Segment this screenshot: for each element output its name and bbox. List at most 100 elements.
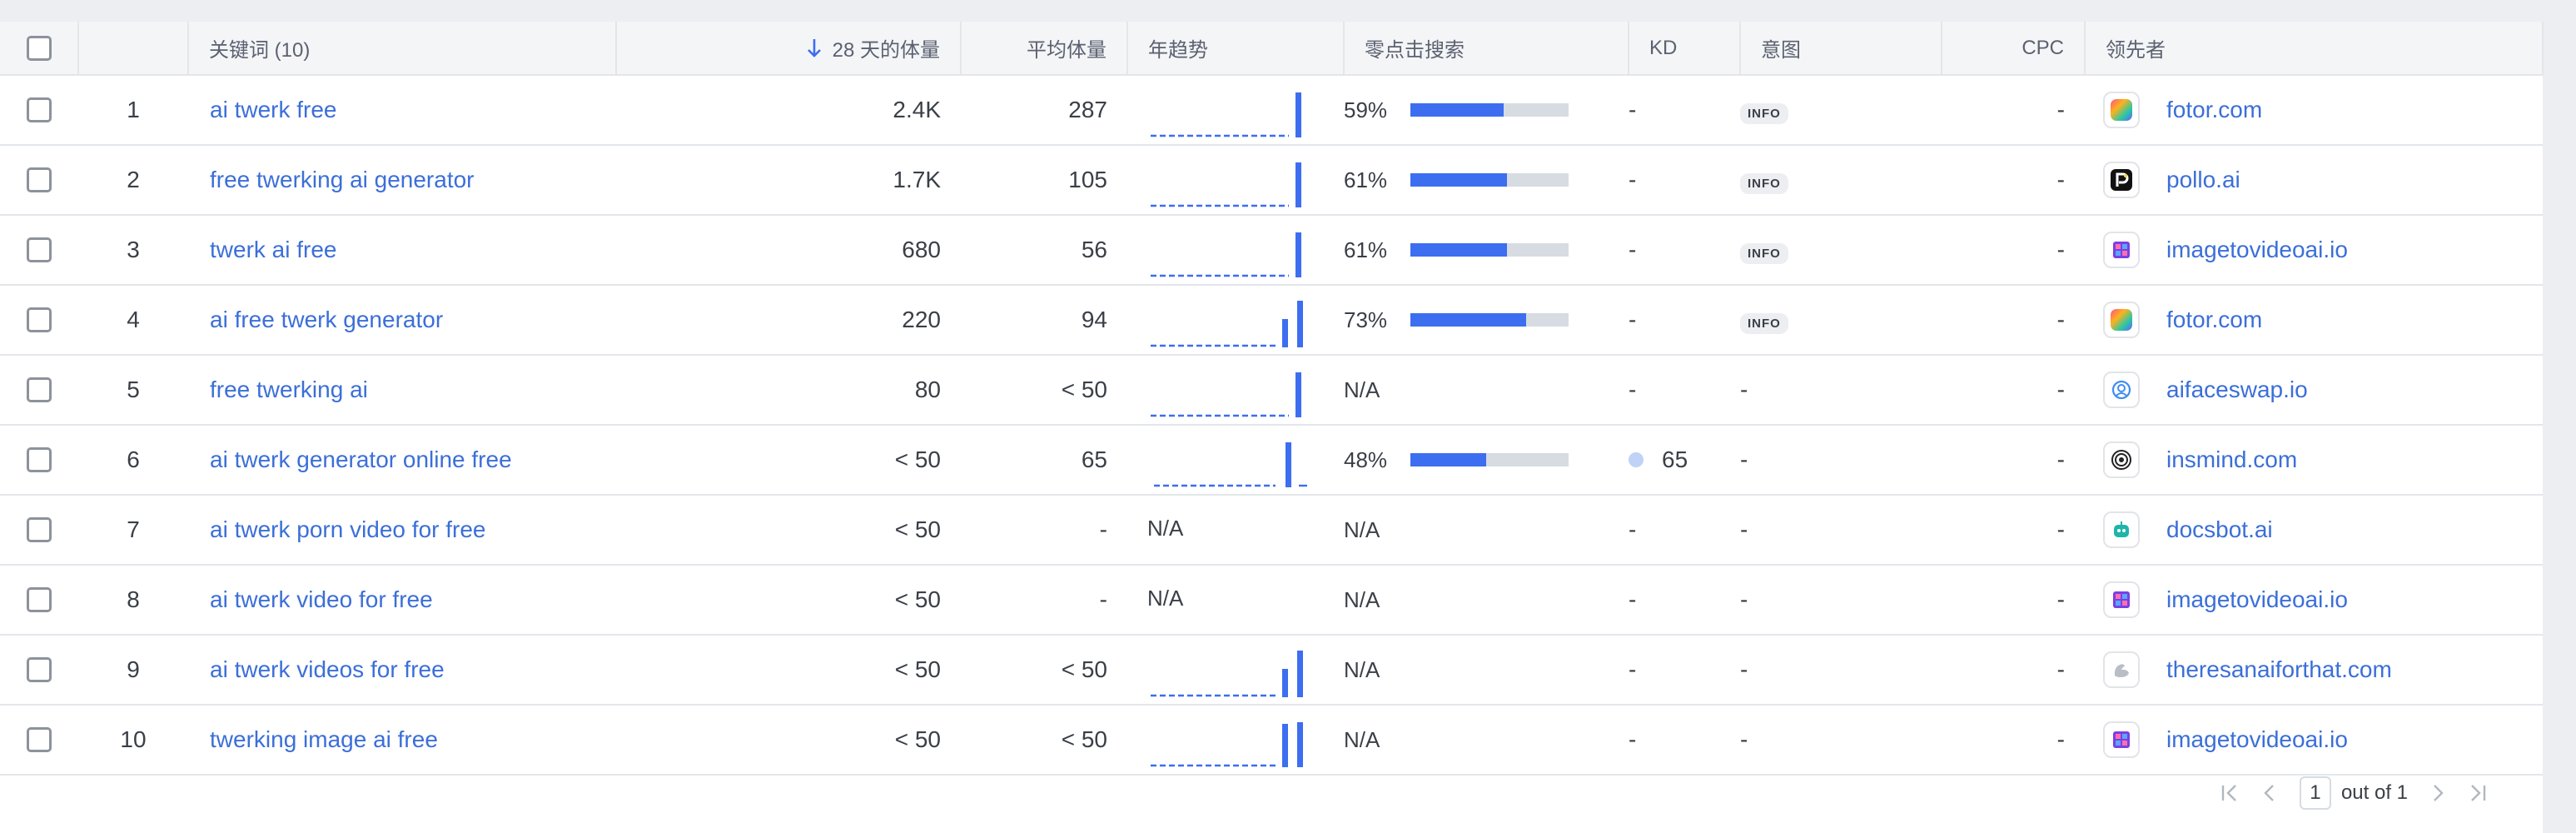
kd-value: -: [1629, 586, 1637, 612]
volume-28d: < 50: [616, 425, 961, 496]
select-all-checkbox[interactable]: [27, 35, 52, 61]
keyword-link[interactable]: ai twerk video for free: [210, 586, 433, 612]
page-number-input[interactable]: 1: [2299, 776, 2331, 810]
imagetovideoai-icon: [2103, 581, 2140, 618]
sort-arrow-down-icon: [807, 38, 821, 57]
cpc-value: -: [1942, 425, 2085, 496]
intent-badge: INFO: [1740, 102, 1788, 124]
intent-value: -: [1740, 586, 1748, 612]
leader-domain-link[interactable]: fotor.com: [2166, 97, 2263, 122]
leader-domain-link[interactable]: imagetovideoai.io: [2166, 237, 2348, 262]
keyword-table-panel: 关键词 (10) 28 天的体量 平均体量 年趋势 零点击搜索 KD 意图 CP…: [0, 22, 2544, 833]
row-checkbox[interactable]: [27, 167, 52, 192]
last-page-icon[interactable]: [2468, 782, 2488, 804]
table-row: 4 ai free twerk generator 220 94 73% - INFO - fo…: [0, 285, 2543, 356]
intent-badge: INFO: [1740, 172, 1788, 194]
row-checkbox[interactable]: [27, 307, 52, 332]
table-row: 9 ai twerk videos for free < 50 < 50 N/A - - - t…: [0, 635, 2543, 706]
zero-click-percent: 59%: [1344, 97, 1388, 122]
zero-click-na: N/A: [1344, 377, 1380, 402]
row-checkbox[interactable]: [27, 237, 52, 262]
page-count-label: out of 1: [2340, 781, 2408, 804]
header-intent[interactable]: 意图: [1740, 22, 1942, 76]
row-number: 8: [78, 565, 188, 636]
kd-value: -: [1629, 167, 1637, 192]
zero-click-bar: [1410, 173, 1569, 187]
header-cpc[interactable]: CPC: [1942, 22, 2086, 76]
leader-domain-link[interactable]: fotor.com: [2166, 307, 2263, 332]
header-keyword[interactable]: 关键词 (10): [188, 22, 617, 76]
header-volume-28d[interactable]: 28 天的体量: [616, 22, 962, 76]
volume-28d: 1.7K: [616, 145, 961, 216]
header-average-volume[interactable]: 平均体量: [961, 22, 1128, 76]
leader-domain-link[interactable]: theresanaiforthat.com: [2166, 656, 2392, 682]
zero-click-bar-fill: [1410, 173, 1507, 187]
keyword-link[interactable]: ai twerk videos for free: [210, 656, 445, 682]
table-row: 7 ai twerk porn video for free < 50- N/A N/A…: [0, 495, 2543, 566]
leader-domain-link[interactable]: imagetovideoai.io: [2166, 586, 2348, 612]
leader-domain-link[interactable]: pollo.ai: [2166, 167, 2240, 192]
zero-click-na: N/A: [1344, 727, 1380, 752]
table-row: 8 ai twerk video for free < 50- N/A N/A - - - im…: [0, 565, 2543, 636]
row-number: 6: [78, 425, 188, 496]
trend-na: N/A: [1147, 516, 1184, 541]
kd-value: -: [1629, 97, 1637, 122]
keyword-link[interactable]: ai twerk porn video for free: [210, 516, 486, 542]
row-checkbox[interactable]: [27, 97, 52, 122]
cpc-value: -: [1942, 215, 2085, 286]
average-volume: -: [961, 495, 1127, 566]
keyword-link[interactable]: free twerking ai generator: [210, 167, 475, 192]
header-kd[interactable]: KD: [1629, 22, 1741, 76]
table-row: 5 free twerking ai 80 < 50 N/A - - - aifaceswap.…: [0, 355, 2543, 426]
kd-value: -: [1629, 516, 1637, 542]
keyword-link[interactable]: ai free twerk generator: [210, 307, 444, 332]
average-volume: < 50: [961, 355, 1127, 426]
leader-domain-link[interactable]: aifaceswap.io: [2166, 377, 2308, 402]
leader-domain-link[interactable]: docsbot.ai: [2166, 516, 2273, 542]
keyword-link[interactable]: twerking image ai free: [210, 726, 438, 752]
row-checkbox[interactable]: [27, 517, 52, 542]
intent-value: -: [1740, 516, 1748, 542]
row-checkbox[interactable]: [27, 377, 52, 402]
trend-sparkline: [1151, 651, 1303, 697]
volume-28d: 80: [616, 355, 961, 426]
insmind-icon: [2103, 441, 2140, 478]
zero-click-bar: [1410, 313, 1569, 327]
average-volume: 65: [961, 425, 1127, 496]
keyword-link[interactable]: ai twerk free: [210, 97, 337, 122]
docsbot-icon: [2103, 511, 2140, 548]
intent-value: -: [1740, 656, 1748, 682]
previous-page-icon[interactable]: [2261, 782, 2278, 804]
intent-badge: INFO: [1740, 242, 1788, 264]
row-checkbox[interactable]: [27, 447, 52, 472]
row-checkbox[interactable]: [27, 587, 52, 612]
zero-click-bar-fill: [1410, 103, 1504, 117]
keyword-link[interactable]: twerk ai free: [210, 237, 337, 262]
trend-sparkline: [1151, 232, 1301, 277]
row-checkbox[interactable]: [27, 657, 52, 682]
theresanaiforthat-icon: [2103, 651, 2140, 688]
leader-domain-link[interactable]: imagetovideoai.io: [2166, 726, 2348, 752]
aifaceswap-icon: [2103, 372, 2140, 408]
table-row: 10 twerking image ai free < 50 < 50 N/A - - - im…: [0, 705, 2543, 776]
keyword-link[interactable]: ai twerk generator online free: [210, 446, 512, 472]
imagetovideoai-icon: [2103, 721, 2140, 758]
next-page-icon[interactable]: [2429, 782, 2446, 804]
leader-domain-link[interactable]: insmind.com: [2166, 446, 2298, 472]
header-yearly-trend[interactable]: 年趋势: [1127, 22, 1345, 76]
first-page-icon[interactable]: [2220, 782, 2240, 804]
kd-value: -: [1629, 377, 1637, 402]
trend-sparkline: [1154, 442, 1307, 487]
zero-click-percent: 61%: [1344, 237, 1388, 262]
header-leader[interactable]: 领先者: [2085, 22, 2544, 76]
average-volume: < 50: [961, 705, 1127, 776]
table-header: 关键词 (10) 28 天的体量 平均体量 年趋势 零点击搜索 KD 意图 CP…: [0, 22, 2544, 76]
average-volume: < 50: [961, 635, 1127, 706]
header-zero-click[interactable]: 零点击搜索: [1344, 22, 1629, 76]
fotor-icon: [2103, 92, 2140, 128]
row-checkbox[interactable]: [27, 727, 52, 752]
keyword-link[interactable]: free twerking ai: [210, 377, 368, 402]
zero-click-bar-fill: [1410, 243, 1507, 257]
pagination: 1 out of 1: [2220, 776, 2488, 810]
average-volume: -: [961, 565, 1127, 636]
